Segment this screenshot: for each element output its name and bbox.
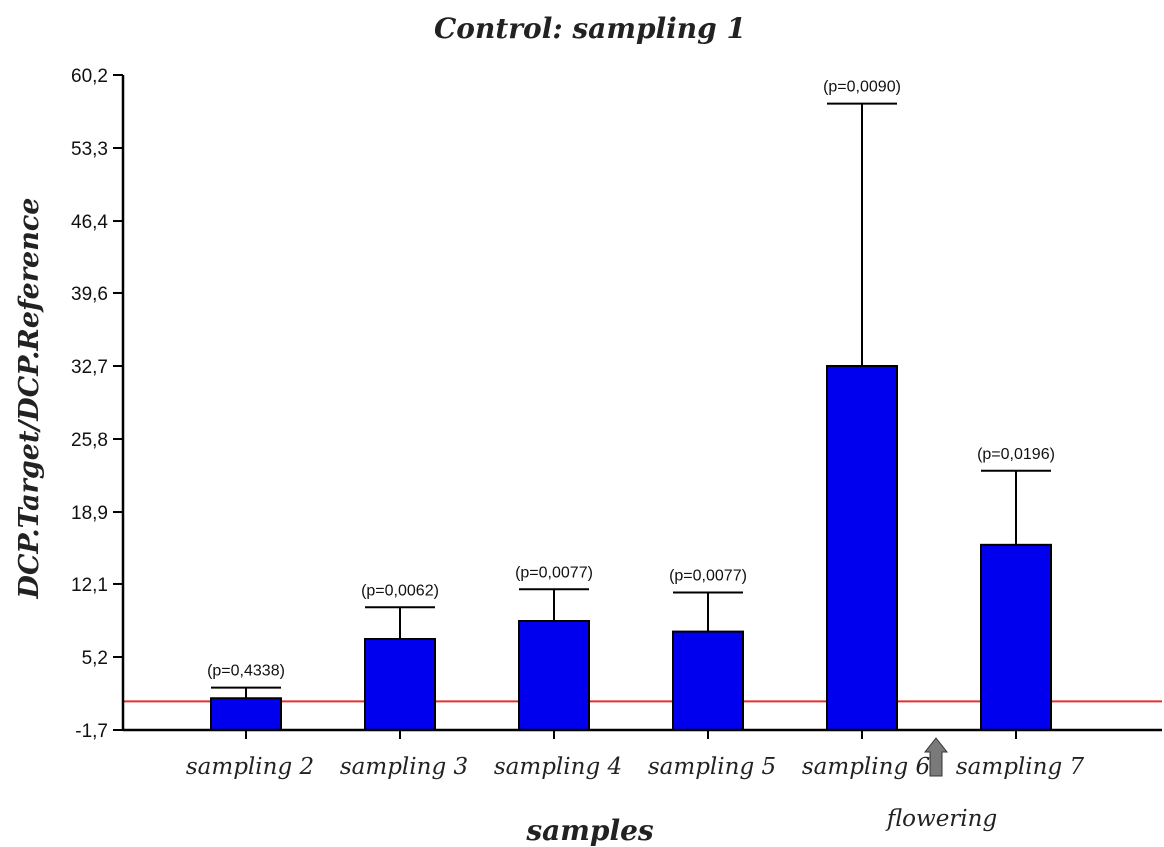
x-tick-label: sampling 2 — [186, 754, 314, 780]
y-tick-label: 12,1 — [71, 575, 108, 596]
p-value-label: (p=0,4338) — [207, 663, 285, 680]
x-tick-label: sampling 5 — [648, 754, 776, 780]
y-axis-title: DCP.Target/DCP.Reference — [14, 198, 45, 600]
p-value-label: (p=0,0077) — [669, 567, 747, 584]
p-value-label: (p=0,0062) — [361, 582, 439, 599]
bar — [673, 632, 743, 730]
bar — [981, 545, 1051, 730]
p-value-label: (p=0,0077) — [515, 564, 593, 581]
y-tick-labels: -1,7 5,2 12,1 18,9 25,8 32,7 39,6 46,4 53,3 60,2 — [71, 66, 108, 742]
flowering-label: flowering — [885, 806, 997, 832]
p-value-labels: (p=0,4338) (p=0,0062) (p=0,0077) (p=0,0077)… — [207, 79, 1055, 680]
x-tick-labels: sampling 2 sampling 3 sampling 4 sampling 5… — [186, 754, 1085, 780]
chart-title: Control: sampling 1 — [434, 12, 746, 45]
y-tick-label: -1,7 — [75, 721, 108, 742]
bar — [365, 639, 435, 730]
x-tick-label: sampling 6 — [802, 754, 930, 780]
y-tick-label: 32,7 — [71, 357, 108, 378]
y-tick-label: 53,3 — [71, 139, 108, 160]
y-tick-label: 46,4 — [71, 212, 108, 233]
bars-layer — [211, 366, 1051, 730]
y-tick-label: 39,6 — [71, 284, 108, 305]
bar — [519, 621, 589, 730]
y-tick-label: 60,2 — [71, 66, 108, 87]
bar — [827, 366, 897, 730]
flowering-annotation: flowering — [885, 738, 997, 832]
x-axis-title: samples — [525, 814, 654, 847]
y-tick-label: 18,9 — [71, 503, 108, 524]
p-value-label: (p=0,0196) — [977, 446, 1055, 463]
x-tick-label: sampling 4 — [494, 754, 622, 780]
y-tick-label: 25,8 — [71, 430, 108, 451]
x-tick-label: sampling 7 — [956, 754, 1085, 780]
x-tick-label: sampling 3 — [340, 754, 468, 780]
y-tick-label: 5,2 — [82, 648, 108, 669]
p-value-label: (p=0,0090) — [823, 79, 901, 96]
bar — [211, 698, 281, 730]
error-bars-layer — [211, 104, 1051, 699]
